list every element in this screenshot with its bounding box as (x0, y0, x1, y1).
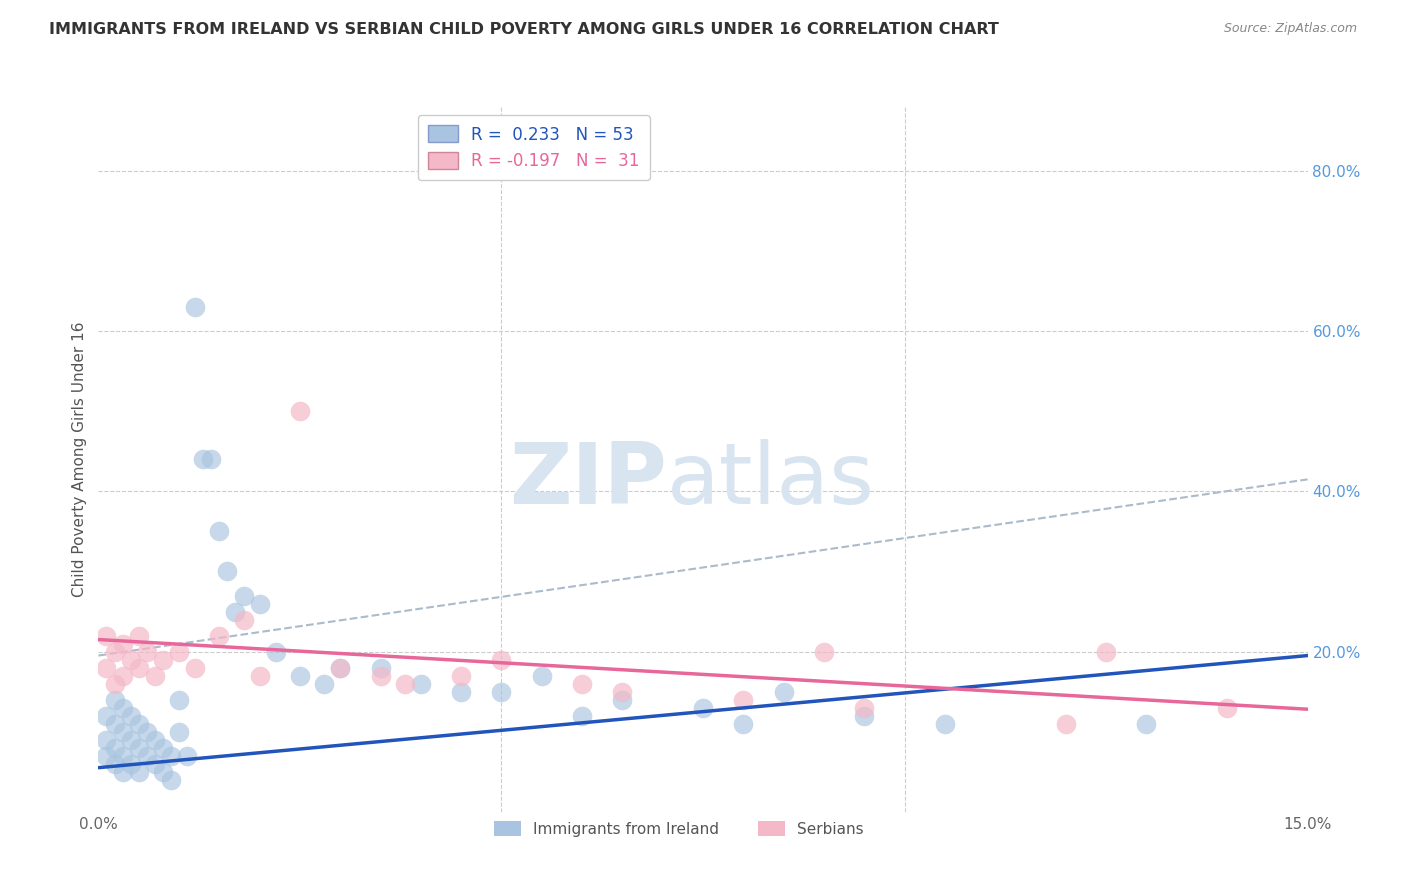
Point (167, 724, 190, 739)
Point (853, 708, 876, 723)
Point (450, 668, 472, 682)
Point (111, 636, 134, 650)
Point (103, 644, 125, 658)
Point (733, 716, 755, 731)
Point (450, 684, 472, 698)
Point (143, 732, 166, 747)
Point (152, 740, 174, 755)
Point (1135, 716, 1157, 731)
Text: ZIP: ZIP (509, 439, 666, 522)
Point (612, 684, 634, 698)
Point (176, 748, 198, 763)
Point (288, 668, 311, 682)
Y-axis label: Child Poverty Among Girls Under 16: Child Poverty Among Girls Under 16 (72, 322, 87, 597)
Point (813, 644, 835, 658)
Point (571, 676, 593, 690)
Point (314, 676, 336, 690)
Point (249, 668, 271, 682)
Point (1095, 644, 1118, 658)
Point (200, 452, 222, 467)
Point (160, 748, 183, 763)
Point (167, 644, 190, 658)
Point (103, 756, 125, 771)
Point (530, 668, 553, 682)
Point (409, 676, 432, 690)
Point (96, 708, 118, 723)
Point (103, 716, 125, 731)
Point (853, 700, 876, 714)
Text: Source: ZipAtlas.com: Source: ZipAtlas.com (1223, 22, 1357, 36)
Point (143, 668, 166, 682)
Point (103, 692, 125, 706)
Point (128, 764, 150, 779)
Point (370, 668, 392, 682)
Point (571, 708, 593, 723)
Point (217, 565, 239, 579)
Point (96, 748, 118, 763)
Point (692, 700, 714, 714)
Point (288, 404, 311, 418)
Point (128, 740, 150, 755)
Point (232, 613, 254, 627)
Point (103, 740, 125, 755)
Point (160, 772, 183, 787)
Point (143, 756, 166, 771)
Point (167, 692, 190, 706)
Point (370, 660, 392, 674)
Point (329, 660, 352, 674)
Point (135, 748, 157, 763)
Point (135, 724, 157, 739)
Point (491, 652, 513, 666)
Point (394, 676, 416, 690)
Point (184, 660, 207, 674)
Point (152, 764, 174, 779)
Point (329, 660, 352, 674)
Point (96, 628, 118, 642)
Point (120, 732, 142, 747)
Point (96, 660, 118, 674)
Point (111, 764, 134, 779)
Point (1216, 700, 1239, 714)
Point (1054, 716, 1077, 731)
Point (733, 692, 755, 706)
Legend: Immigrants from Ireland, Serbians: Immigrants from Ireland, Serbians (488, 814, 870, 843)
Text: IMMIGRANTS FROM IRELAND VS SERBIAN CHILD POVERTY AMONG GIRLS UNDER 16 CORRELATIO: IMMIGRANTS FROM IRELAND VS SERBIAN CHILD… (49, 22, 1000, 37)
Point (224, 605, 246, 619)
Point (128, 716, 150, 731)
Point (103, 676, 125, 690)
Point (96, 732, 118, 747)
Point (135, 644, 157, 658)
Text: atlas: atlas (666, 439, 875, 522)
Point (612, 692, 634, 706)
Point (120, 708, 142, 723)
Point (111, 724, 134, 739)
Point (128, 660, 150, 674)
Point (120, 756, 142, 771)
Point (111, 668, 134, 682)
Point (111, 748, 134, 763)
Point (111, 700, 134, 714)
Point (208, 628, 231, 642)
Point (128, 628, 150, 642)
Point (120, 652, 142, 666)
Point (152, 652, 174, 666)
Point (934, 716, 956, 731)
Point (491, 684, 513, 698)
Point (232, 589, 254, 603)
Point (208, 524, 231, 539)
Point (264, 644, 287, 658)
Point (772, 684, 794, 698)
Point (184, 300, 207, 314)
Point (193, 452, 215, 467)
Point (249, 597, 271, 611)
